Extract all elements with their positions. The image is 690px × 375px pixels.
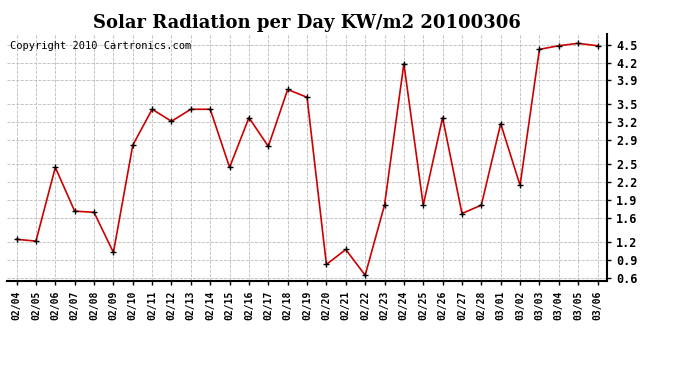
Text: Copyright 2010 Cartronics.com: Copyright 2010 Cartronics.com [10, 41, 191, 51]
Title: Solar Radiation per Day KW/m2 20100306: Solar Radiation per Day KW/m2 20100306 [93, 14, 521, 32]
